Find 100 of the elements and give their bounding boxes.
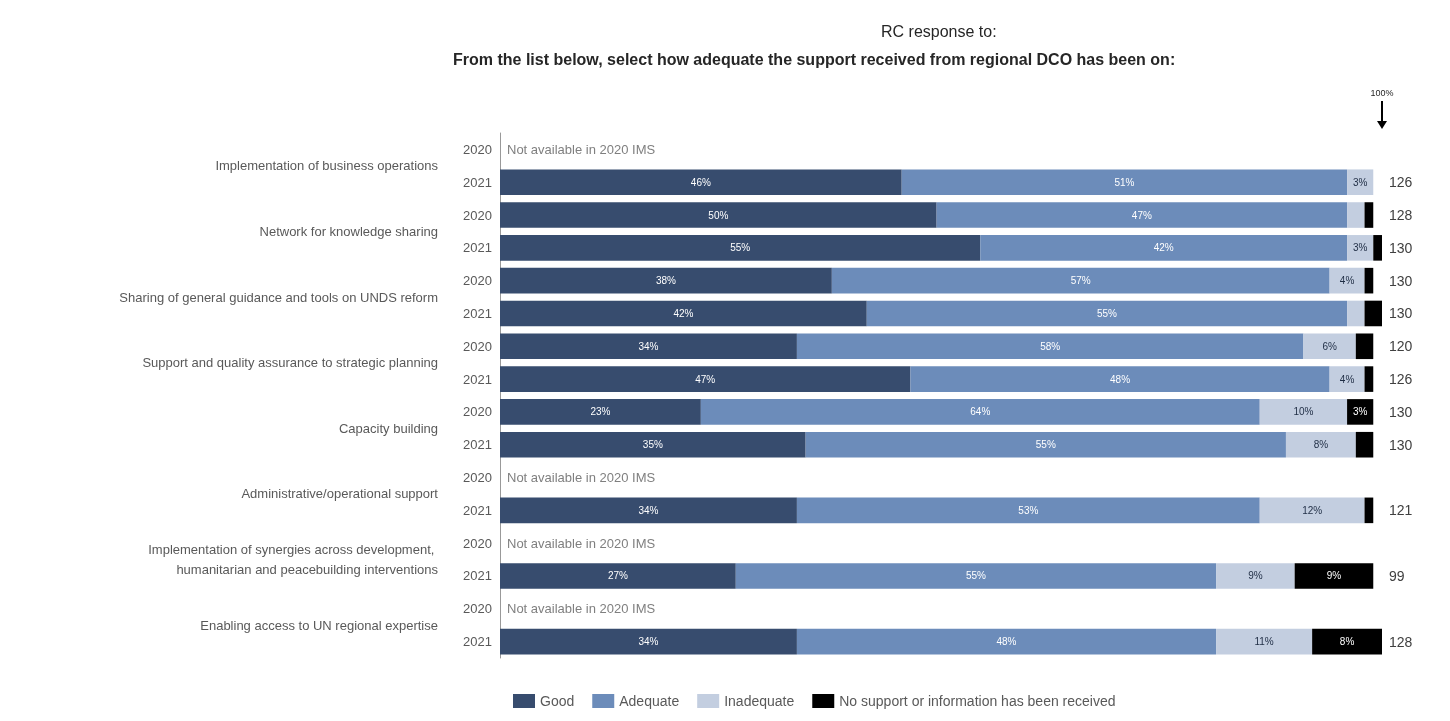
text: Implementation of synergies across development, humanitarian and peacebuilding interventions [148,542,439,578]
text: 121 [1389,502,1413,519]
y-tick-label: 2021 [463,305,492,321]
y-tick-label: 2021 [463,502,492,518]
legend-label: Good [540,693,575,709]
bar [1364,366,1374,392]
data-label: 3% [1352,176,1368,188]
data-label: 6% [1322,340,1337,352]
y-tick-label: 2020 [463,601,492,617]
y-tick-label: 2020 [463,273,492,289]
text: 130 [1389,305,1413,322]
y-tick-label: 2021 [463,240,492,256]
text: 130 [1389,403,1413,420]
bar [1347,202,1365,228]
y-tick-label: 2020 [463,535,492,551]
bar [500,235,981,261]
text: Network for knowledge sharing [259,223,438,239]
bar [831,267,1330,294]
data-label: 57% [1070,275,1091,287]
y-tick-label: 2021 [463,174,492,190]
data-label: 3% [1352,406,1368,418]
data-label: 46% [690,176,711,188]
y-tick-label: 2021 [463,568,492,584]
bar [1329,366,1365,392]
text: Not available in 2020 IMS [507,141,656,157]
data-label: 38% [655,275,677,287]
data-label: 47% [695,373,716,385]
data-label: 3% [1352,242,1368,254]
data-label: 42% [1153,242,1174,254]
text: 128 [1389,207,1413,224]
data-label: 35% [642,439,663,451]
text: 100% [1370,87,1394,98]
text: 130 [1389,436,1413,453]
bar [796,628,1217,655]
bar [1216,563,1295,589]
bar [500,366,911,392]
bar [980,235,1348,261]
bar [500,333,797,360]
text: 126 [1389,174,1413,191]
data-label: 9% [1326,570,1342,582]
bar [805,431,1286,458]
chart-title: From the list below, select how adequate the support received from regional DCO has been on: [453,50,1176,68]
text: 130 [1389,239,1413,256]
data-label: 8% [1313,439,1329,451]
data-label: 48% [996,636,1017,648]
bar [936,202,1348,228]
text: Not available in 2020 IMS [507,470,656,486]
bar [1303,333,1356,360]
legend-label: Adequate [619,693,680,709]
legend-label: No support or information has been received [839,693,1116,709]
data-label: 58% [1040,340,1061,352]
bar [1216,628,1313,655]
bar [1355,333,1374,360]
bar [910,366,1330,392]
text: 126 [1389,371,1413,388]
data-label: 51% [1114,176,1135,188]
text: Not available in 2020 IMS [507,601,656,617]
data-label: 23% [590,406,611,418]
data-label: 55% [1035,439,1056,451]
data-label: 27% [607,570,629,582]
bar [500,431,806,458]
y-tick-label: 2020 [463,470,492,486]
y-tick-label: 2020 [463,141,492,157]
bar [500,267,832,294]
data-label: 48% [1110,373,1131,385]
chart-subtitle: RC response to: [881,22,997,40]
bar [700,399,1260,425]
data-label: 34% [638,340,659,352]
bar [500,300,867,327]
bar [500,628,797,655]
text: Not available in 2020 IMS [507,535,656,551]
data-label: 10% [1293,406,1314,418]
data-label: 47% [1131,209,1152,221]
data-label: 4% [1339,275,1355,287]
data-label: 12% [1302,504,1323,516]
bar [1355,431,1374,458]
data-label: 53% [1018,504,1039,516]
bar [500,497,797,524]
bar [1364,202,1374,228]
bar [1259,497,1365,524]
bar [500,202,937,228]
data-label: 34% [638,504,659,516]
bar [500,169,902,196]
text: Capacity building [338,420,438,436]
data-label: 42% [673,307,694,319]
data-label: 55% [730,242,751,254]
bar [866,300,1348,327]
y-tick-label: 2020 [463,207,492,223]
data-label: 8% [1339,636,1355,648]
y-tick-label: 2021 [463,371,492,387]
text: 120 [1389,338,1413,355]
bar [796,333,1304,360]
text: 99 [1389,567,1405,584]
text: Support and quality assurance to strategic planning [142,355,438,371]
data-label: 64% [970,406,991,418]
bar [1285,431,1356,458]
text: 130 [1389,272,1413,289]
bar [796,497,1260,524]
bar [1364,300,1382,327]
bar [1373,235,1382,261]
